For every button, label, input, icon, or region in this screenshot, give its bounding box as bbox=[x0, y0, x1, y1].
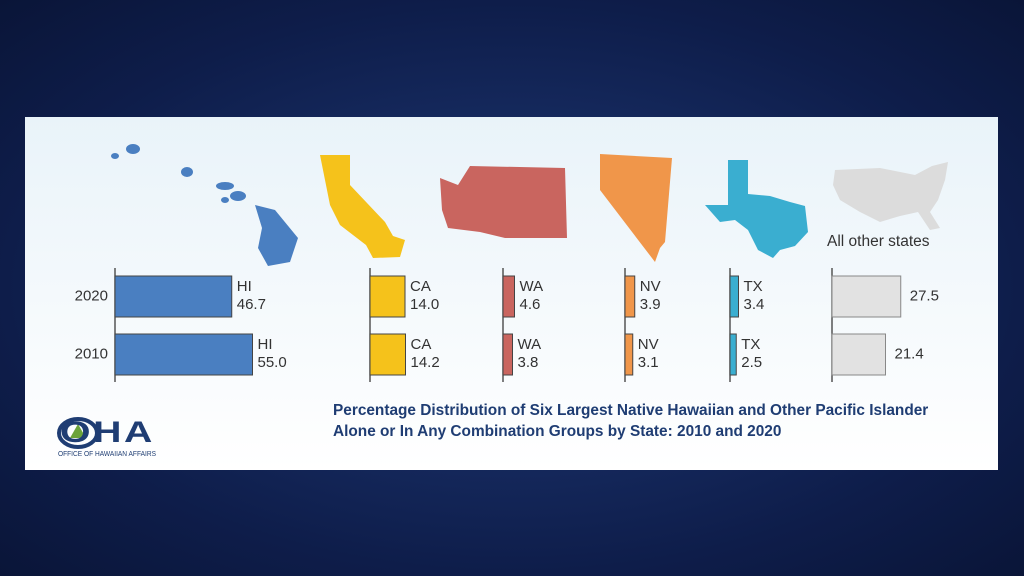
value-label: 14.0 bbox=[410, 296, 439, 313]
bar bbox=[502, 333, 513, 376]
bar bbox=[624, 275, 636, 318]
value-label: 3.1 bbox=[638, 354, 659, 371]
california-map bbox=[320, 155, 405, 258]
bar bbox=[831, 275, 902, 318]
bar bbox=[369, 275, 406, 318]
value-label: 4.6 bbox=[520, 296, 541, 313]
value-label: 3.9 bbox=[640, 296, 661, 313]
washington-map bbox=[440, 166, 567, 238]
nevada-map bbox=[600, 154, 672, 262]
logo-text: OHA bbox=[60, 416, 155, 449]
value-label: 14.2 bbox=[411, 354, 440, 371]
us-map bbox=[833, 162, 948, 230]
texas-map bbox=[705, 160, 808, 258]
bar-name: NV bbox=[640, 278, 661, 295]
chart-title: Percentage Distribution of Six Largest N… bbox=[333, 402, 929, 440]
logo: OHA OFFICE OF HAWAIIAN AFFAIRS bbox=[57, 416, 156, 458]
bar-name: HI bbox=[237, 278, 252, 295]
bar-name: HI bbox=[258, 336, 273, 353]
bar-name: WA bbox=[518, 336, 542, 353]
value-label: 27.5 bbox=[910, 287, 939, 304]
year-label: 2020 bbox=[75, 287, 108, 304]
value-label: 55.0 bbox=[258, 354, 287, 371]
bar bbox=[502, 275, 515, 318]
value-label: 3.8 bbox=[518, 354, 539, 371]
logo-subtitle: OFFICE OF HAWAIIAN AFFAIRS bbox=[58, 451, 156, 458]
group-label: All other states bbox=[827, 233, 930, 250]
bar-name: CA bbox=[410, 278, 431, 295]
bar bbox=[729, 333, 737, 376]
bar bbox=[831, 333, 886, 376]
bar bbox=[624, 333, 634, 376]
bar bbox=[114, 333, 253, 376]
bar bbox=[114, 275, 233, 318]
hawaii-map bbox=[111, 144, 298, 266]
bar-name: NV bbox=[638, 336, 659, 353]
value-label: 21.4 bbox=[895, 345, 924, 362]
bar bbox=[729, 275, 739, 318]
bar-name: TX bbox=[744, 278, 763, 295]
bar-name: TX bbox=[741, 336, 760, 353]
bar-name: CA bbox=[411, 336, 432, 353]
bar bbox=[369, 333, 406, 376]
value-label: 3.4 bbox=[744, 296, 765, 313]
value-label: 46.7 bbox=[237, 296, 266, 313]
bar-name: WA bbox=[520, 278, 544, 295]
year-label: 2010 bbox=[75, 345, 108, 362]
value-label: 2.5 bbox=[741, 354, 762, 371]
